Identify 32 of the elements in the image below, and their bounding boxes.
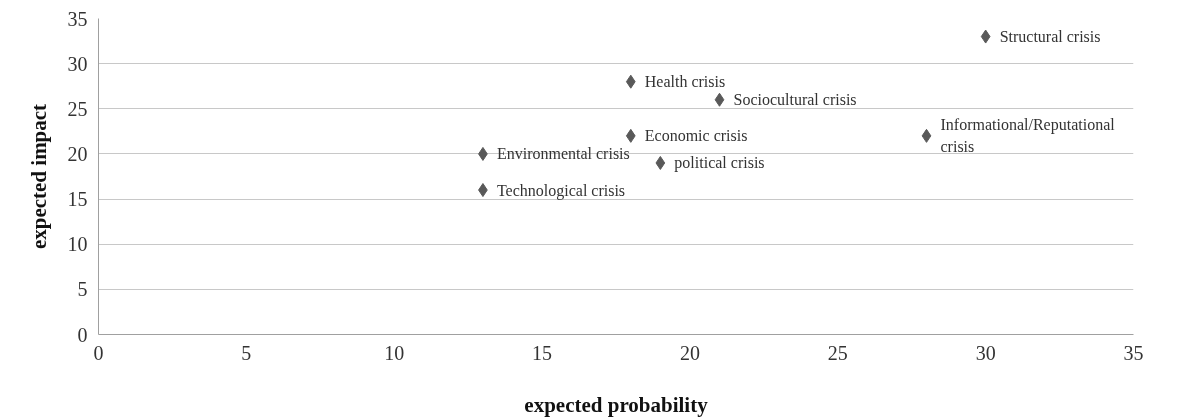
annotation: Environmental crisis — [496, 145, 630, 163]
x-tick-label: 20 — [679, 341, 700, 364]
x-tick-label: 15 — [532, 341, 553, 364]
x-axis-title: expected probability — [524, 392, 709, 417]
y-tick-label: 20 — [67, 142, 88, 165]
annotation: Structural crisis — [999, 28, 1101, 46]
y-tick-label: 30 — [67, 52, 88, 75]
point — [625, 74, 636, 89]
point — [980, 29, 991, 44]
x-tick-label: 25 — [827, 341, 848, 364]
x-tick-label: 0 — [93, 341, 104, 364]
annotation: Health crisis — [644, 73, 726, 91]
point — [714, 92, 725, 107]
y-tick-label: 5 — [77, 278, 88, 301]
x-tick-label: 10 — [384, 341, 405, 364]
point — [921, 128, 932, 143]
y-tick-label: 10 — [67, 233, 88, 256]
y-tick-label: 25 — [67, 97, 88, 120]
annotation: Economic crisis — [644, 127, 748, 145]
annotation: Informational/Reputational crisis — [940, 116, 1116, 156]
annotation: Technological crisis — [496, 181, 626, 200]
annotation: Sociocultural crisis — [733, 91, 857, 109]
point — [625, 128, 636, 143]
x-tick-label: 5 — [241, 341, 252, 364]
y-tick-label: 0 — [77, 323, 88, 346]
y-axis-title: expected impact — [26, 103, 51, 250]
annotation: political crisis — [674, 154, 765, 173]
x-tick-label: 35 — [1123, 341, 1144, 364]
y-tick-label: 15 — [67, 188, 88, 211]
x-tick-label: 30 — [975, 341, 996, 364]
point — [655, 155, 666, 170]
y-tick-label: 35 — [67, 7, 88, 30]
